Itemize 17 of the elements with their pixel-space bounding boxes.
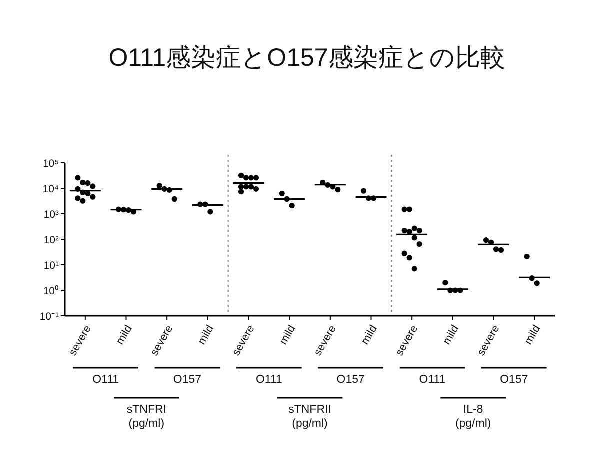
annotation: O157: [318, 367, 384, 386]
y-tick-label: 10²: [44, 234, 60, 246]
annotation: O111: [73, 367, 138, 386]
y-tick-label: 10⁴: [42, 184, 59, 196]
annotation: O157: [154, 367, 220, 386]
y-tick-label: 10⁻¹: [40, 311, 60, 323]
y-tick-label: 10⁰: [43, 286, 59, 298]
y-tick-label: 10¹: [44, 260, 60, 272]
chart-title: O111感染症とO157感染症との比較: [108, 44, 506, 72]
annotation: O157: [482, 367, 547, 386]
y-tick-label: 10⁵: [42, 158, 59, 170]
annotation: O111: [400, 367, 466, 386]
annotation: sTNFRI (pg/ml): [114, 397, 180, 430]
y-tick-label: 10³: [44, 209, 60, 221]
annotation: sTNFRII (pg/ml): [277, 397, 343, 430]
annotation: O111: [236, 367, 302, 386]
annotation: IL-8 (pg/ml): [440, 397, 506, 430]
